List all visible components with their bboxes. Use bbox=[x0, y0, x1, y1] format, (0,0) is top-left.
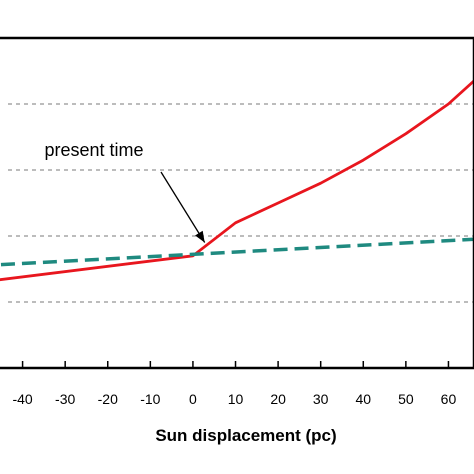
x-tick-label: -30 bbox=[55, 391, 75, 407]
x-tick-label: 20 bbox=[270, 391, 286, 407]
x-tick-label: 30 bbox=[313, 391, 329, 407]
annotation-arrow-line bbox=[160, 171, 206, 243]
x-tick-label: 10 bbox=[228, 391, 244, 407]
x-tick-label: 50 bbox=[398, 391, 414, 407]
x-tick-label: -20 bbox=[98, 391, 118, 407]
plot-series bbox=[0, 79, 474, 282]
x-tick-label: 40 bbox=[355, 391, 371, 407]
x-tick-label: -40 bbox=[12, 391, 32, 407]
x-tick-label: 60 bbox=[441, 391, 457, 407]
annotation: present time bbox=[28, 138, 206, 243]
annotation-background bbox=[28, 138, 160, 163]
series-line-solid bbox=[0, 79, 474, 282]
annotation-text: present time bbox=[44, 140, 143, 160]
x-axis-title: Sun displacement (pc) bbox=[155, 426, 336, 445]
x-tick-label: -10 bbox=[140, 391, 160, 407]
x-tick-label: 0 bbox=[189, 391, 197, 407]
gridlines bbox=[8, 103, 474, 303]
plot-frame bbox=[0, 36, 474, 370]
annotation-arrowhead bbox=[195, 230, 205, 243]
series-line-dashed bbox=[0, 237, 474, 267]
